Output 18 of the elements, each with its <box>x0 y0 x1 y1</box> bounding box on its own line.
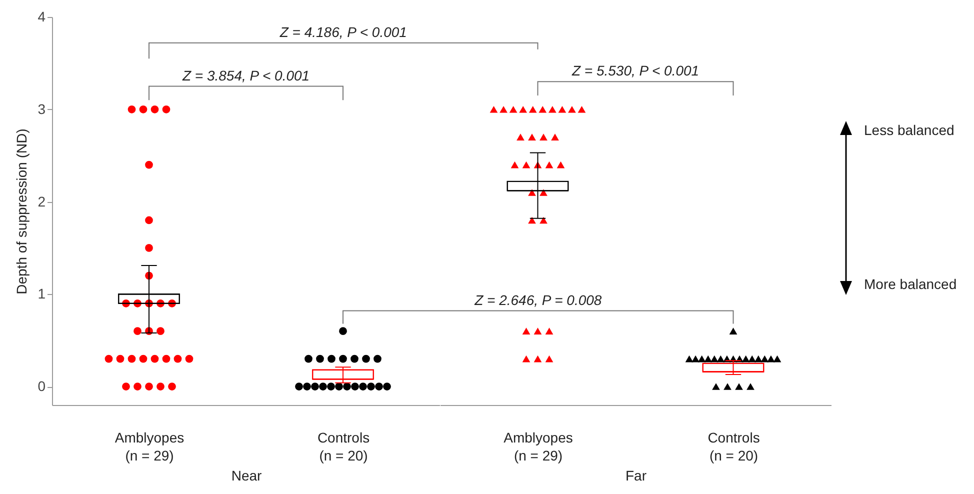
x-axis-title: Near <box>231 468 262 484</box>
y-tick-label: 4 <box>38 8 46 24</box>
text: Less balanced <box>864 122 954 138</box>
annotation: Z = 3.854, P < 0.001 <box>181 67 310 84</box>
x-tick-label: Controls (n = 20) <box>317 430 370 464</box>
annotation: Z = 5.530, P < 0.001 <box>570 62 700 79</box>
y-tick-label: 0 <box>38 378 46 394</box>
x-tick-label: Amblyopes (n = 29) <box>504 430 573 464</box>
annotation: Z = 2.646, P = 0.008 <box>474 292 602 308</box>
y-tick-label: 2 <box>38 193 46 210</box>
y-tick-label: 3 <box>38 100 46 117</box>
x-tick-label: Controls (n = 20) <box>708 430 760 464</box>
y-tick-label: 1 <box>38 286 46 302</box>
x-tick-label: Amblyopes (n = 29) <box>114 430 184 464</box>
text: More balanced <box>864 276 957 292</box>
y-axis-title: Depth of suppression (ND) <box>14 128 30 294</box>
annotation: Z = 4.186, P < 0.001 <box>278 24 407 40</box>
x-axis-title: Far <box>626 468 647 484</box>
